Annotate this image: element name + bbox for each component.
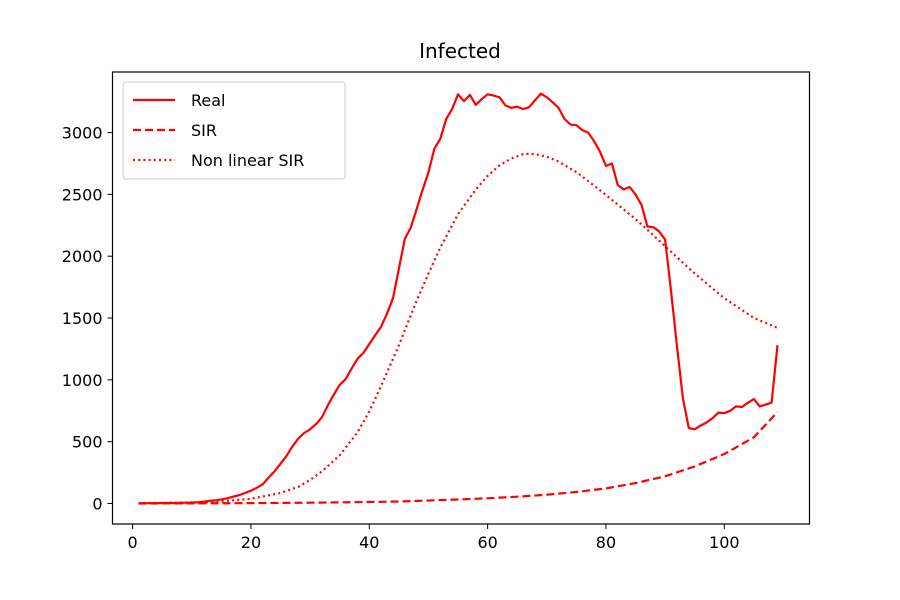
legend: Real SIR Non linear SIR	[122, 81, 346, 180]
y-tick-label: 1500	[62, 309, 103, 328]
y-tick-label: 2500	[62, 185, 103, 204]
y-tick-label: 0	[92, 494, 102, 513]
series-line-2	[138, 152, 778, 505]
x-tick-label: 40	[359, 533, 379, 552]
legend-label-1: SIR	[191, 121, 217, 140]
y-tick-label: 1000	[62, 371, 103, 390]
plot-lines	[138, 92, 779, 505]
chart-title: Infected	[419, 39, 501, 63]
x-axis-ticks: 0 20 40 60 80 100	[128, 524, 740, 552]
x-tick-label: 100	[709, 533, 740, 552]
x-tick-label: 80	[596, 533, 616, 552]
y-tick-label: 2000	[62, 247, 103, 266]
y-tick-label: 500	[72, 433, 103, 452]
axes-frame	[111, 71, 811, 525]
x-tick-label: 20	[241, 533, 261, 552]
x-tick-label: 60	[477, 533, 497, 552]
series-line-1	[138, 411, 779, 505]
legend-label-0: Real	[191, 91, 226, 110]
legend-label-2: Non linear SIR	[191, 151, 304, 170]
y-axis-ticks: 0 500 1000 1500 2000 2500 3000	[62, 124, 113, 513]
y-tick-label: 3000	[62, 124, 103, 143]
series-line-0	[138, 92, 779, 505]
x-tick-label: 0	[128, 533, 138, 552]
legend-box	[122, 81, 346, 180]
